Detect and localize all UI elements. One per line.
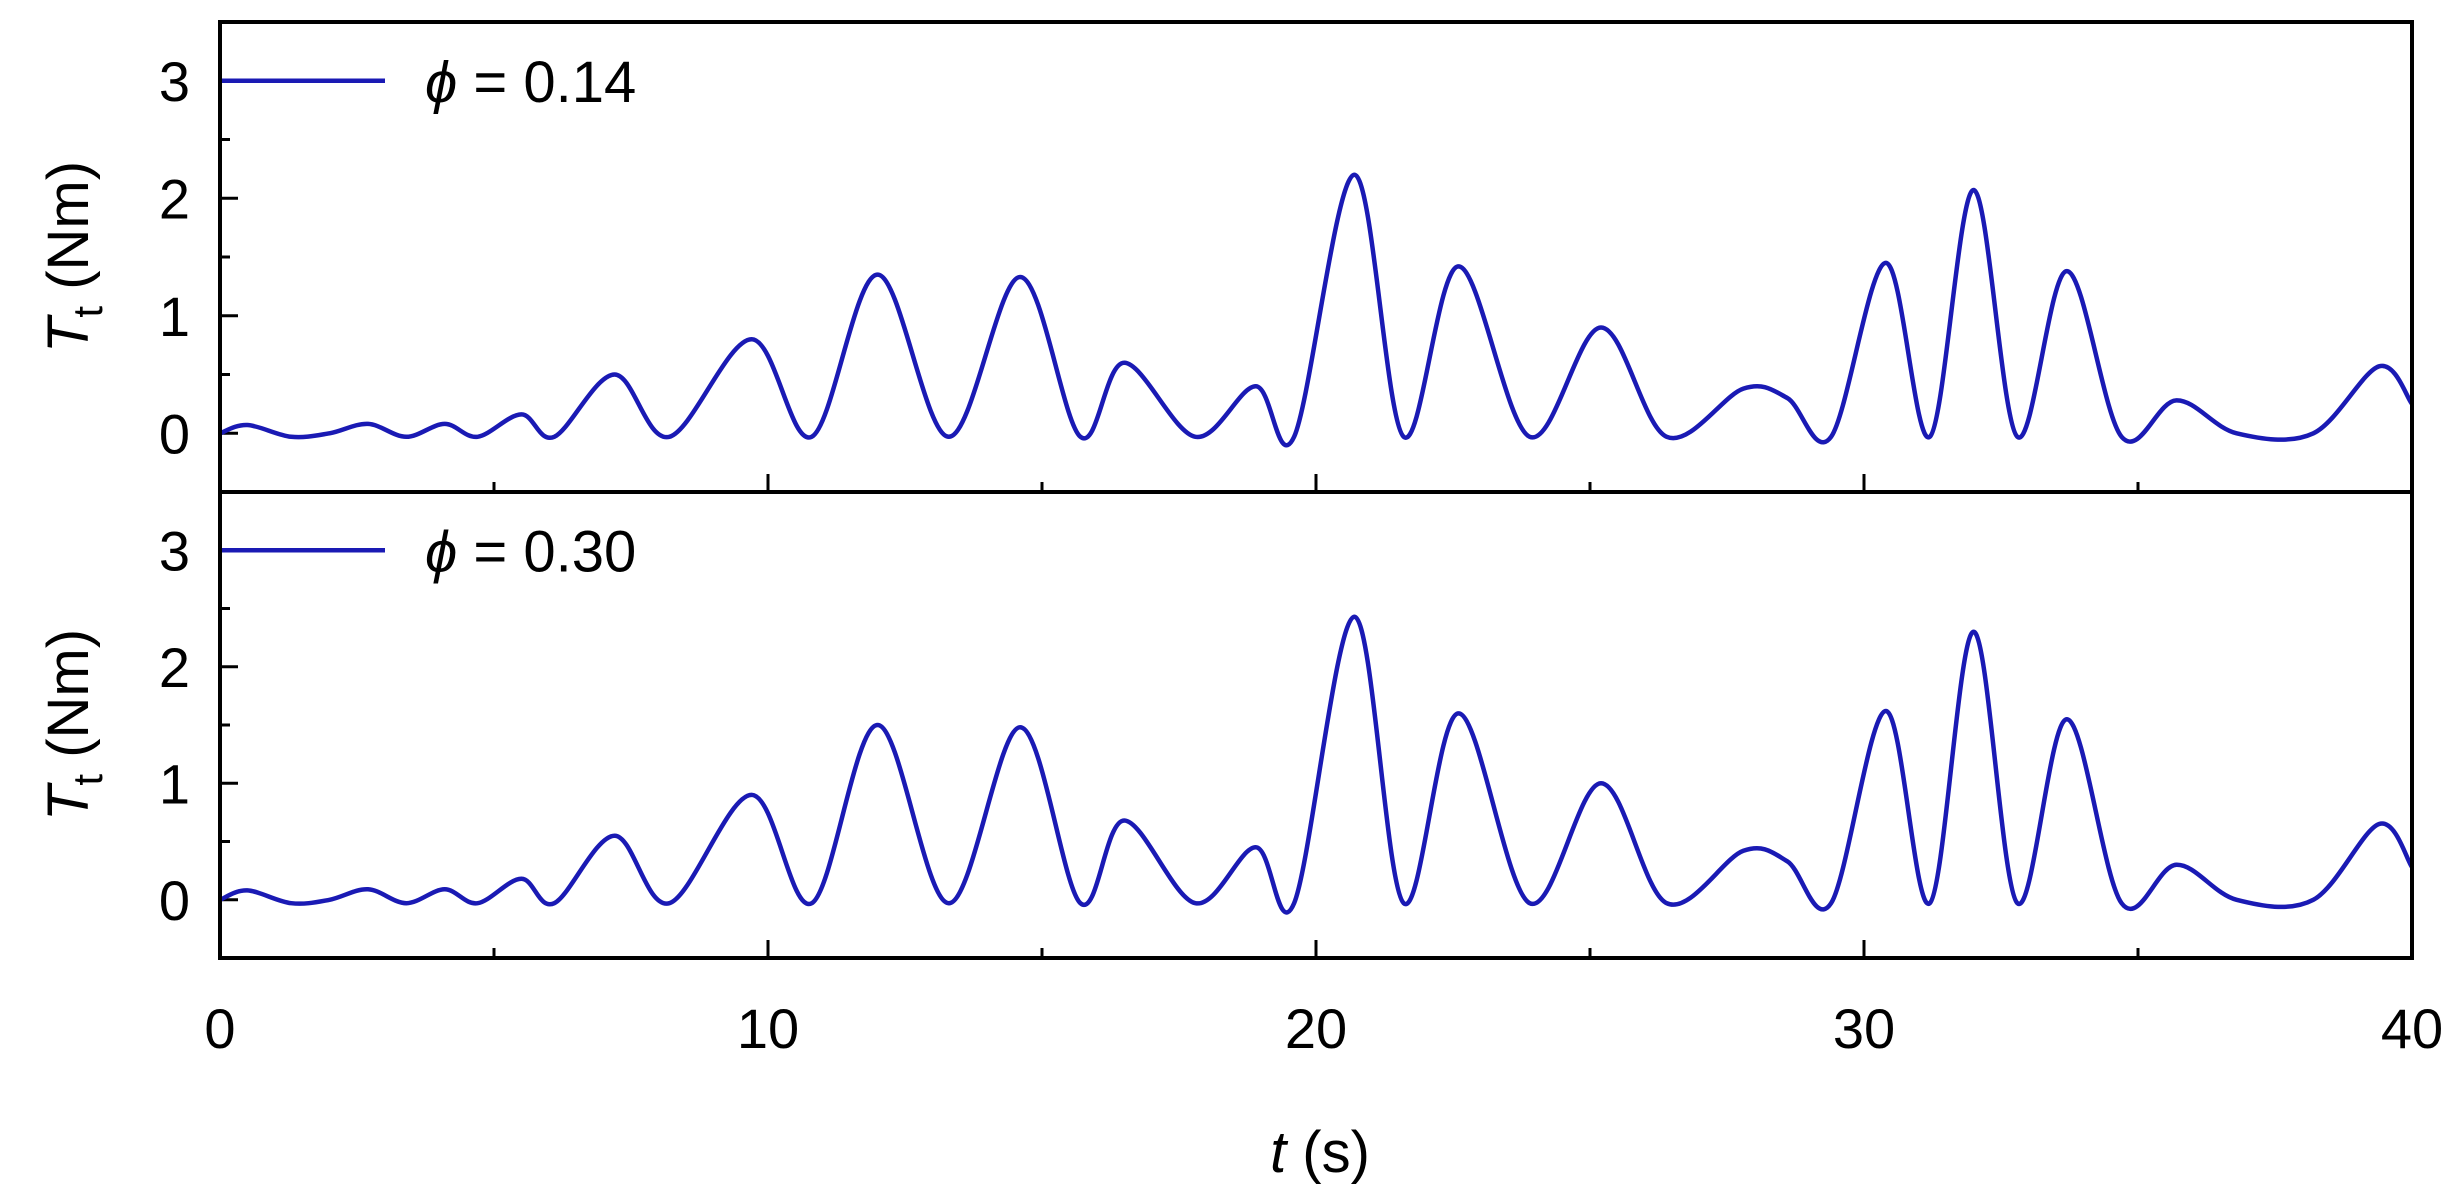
y-axis-label-unit: (Nm) [36,161,101,306]
legend-value: = 0.30 [457,519,636,584]
y-axis-label-var: T [36,782,101,821]
x-axis-label: t (s) [1270,1120,1370,1185]
y-axis-label-sub: t [64,774,111,786]
series-line [219,172,2414,448]
y-axis-label-unit: (Nm) [36,629,101,774]
y-axis-label-sub: t [64,306,111,318]
x-tick-label: 20 [1285,997,1347,1060]
y-axis-label-var: T [36,314,101,353]
series-line [219,614,2414,915]
y-tick-label: 1 [159,752,190,815]
x-tick-label: 0 [204,997,235,1060]
x-axis-label-var: t [1270,1120,1289,1185]
x-axis: 0 10 20 30 40 [204,997,2443,1060]
panel-frame [218,490,2414,960]
panel-bottom: 0 1 2 3 ϕ = 0.30 Tt (Nm) [36,490,2414,960]
legend-symbol: ϕ [425,519,457,584]
y-tick-label: 3 [159,519,190,582]
x-axis-label-unit: (s) [1286,1120,1370,1185]
y-tick-label: 3 [159,50,190,113]
y-tick-label: 1 [159,285,190,348]
x-tick-label: 10 [737,997,799,1060]
y-axis-label: Tt (Nm) [36,629,111,821]
y-tick-label: 2 [159,167,190,230]
y-tick-label: 0 [159,402,190,465]
legend-value: = 0.14 [457,50,636,115]
x-tick-label: 40 [2381,997,2443,1060]
legend-label: ϕ = 0.30 [425,519,636,584]
panel-top: 0 1 2 3 ϕ = 0.14 Tt (Nm) [36,20,2414,494]
legend-label: ϕ = 0.14 [425,50,636,115]
y-tick-label: 2 [159,636,190,699]
legend-symbol: ϕ [425,50,457,115]
y-axis-label: Tt (Nm) [36,161,111,353]
x-tick-label: 30 [1833,997,1895,1060]
y-tick-label: 0 [159,869,190,932]
